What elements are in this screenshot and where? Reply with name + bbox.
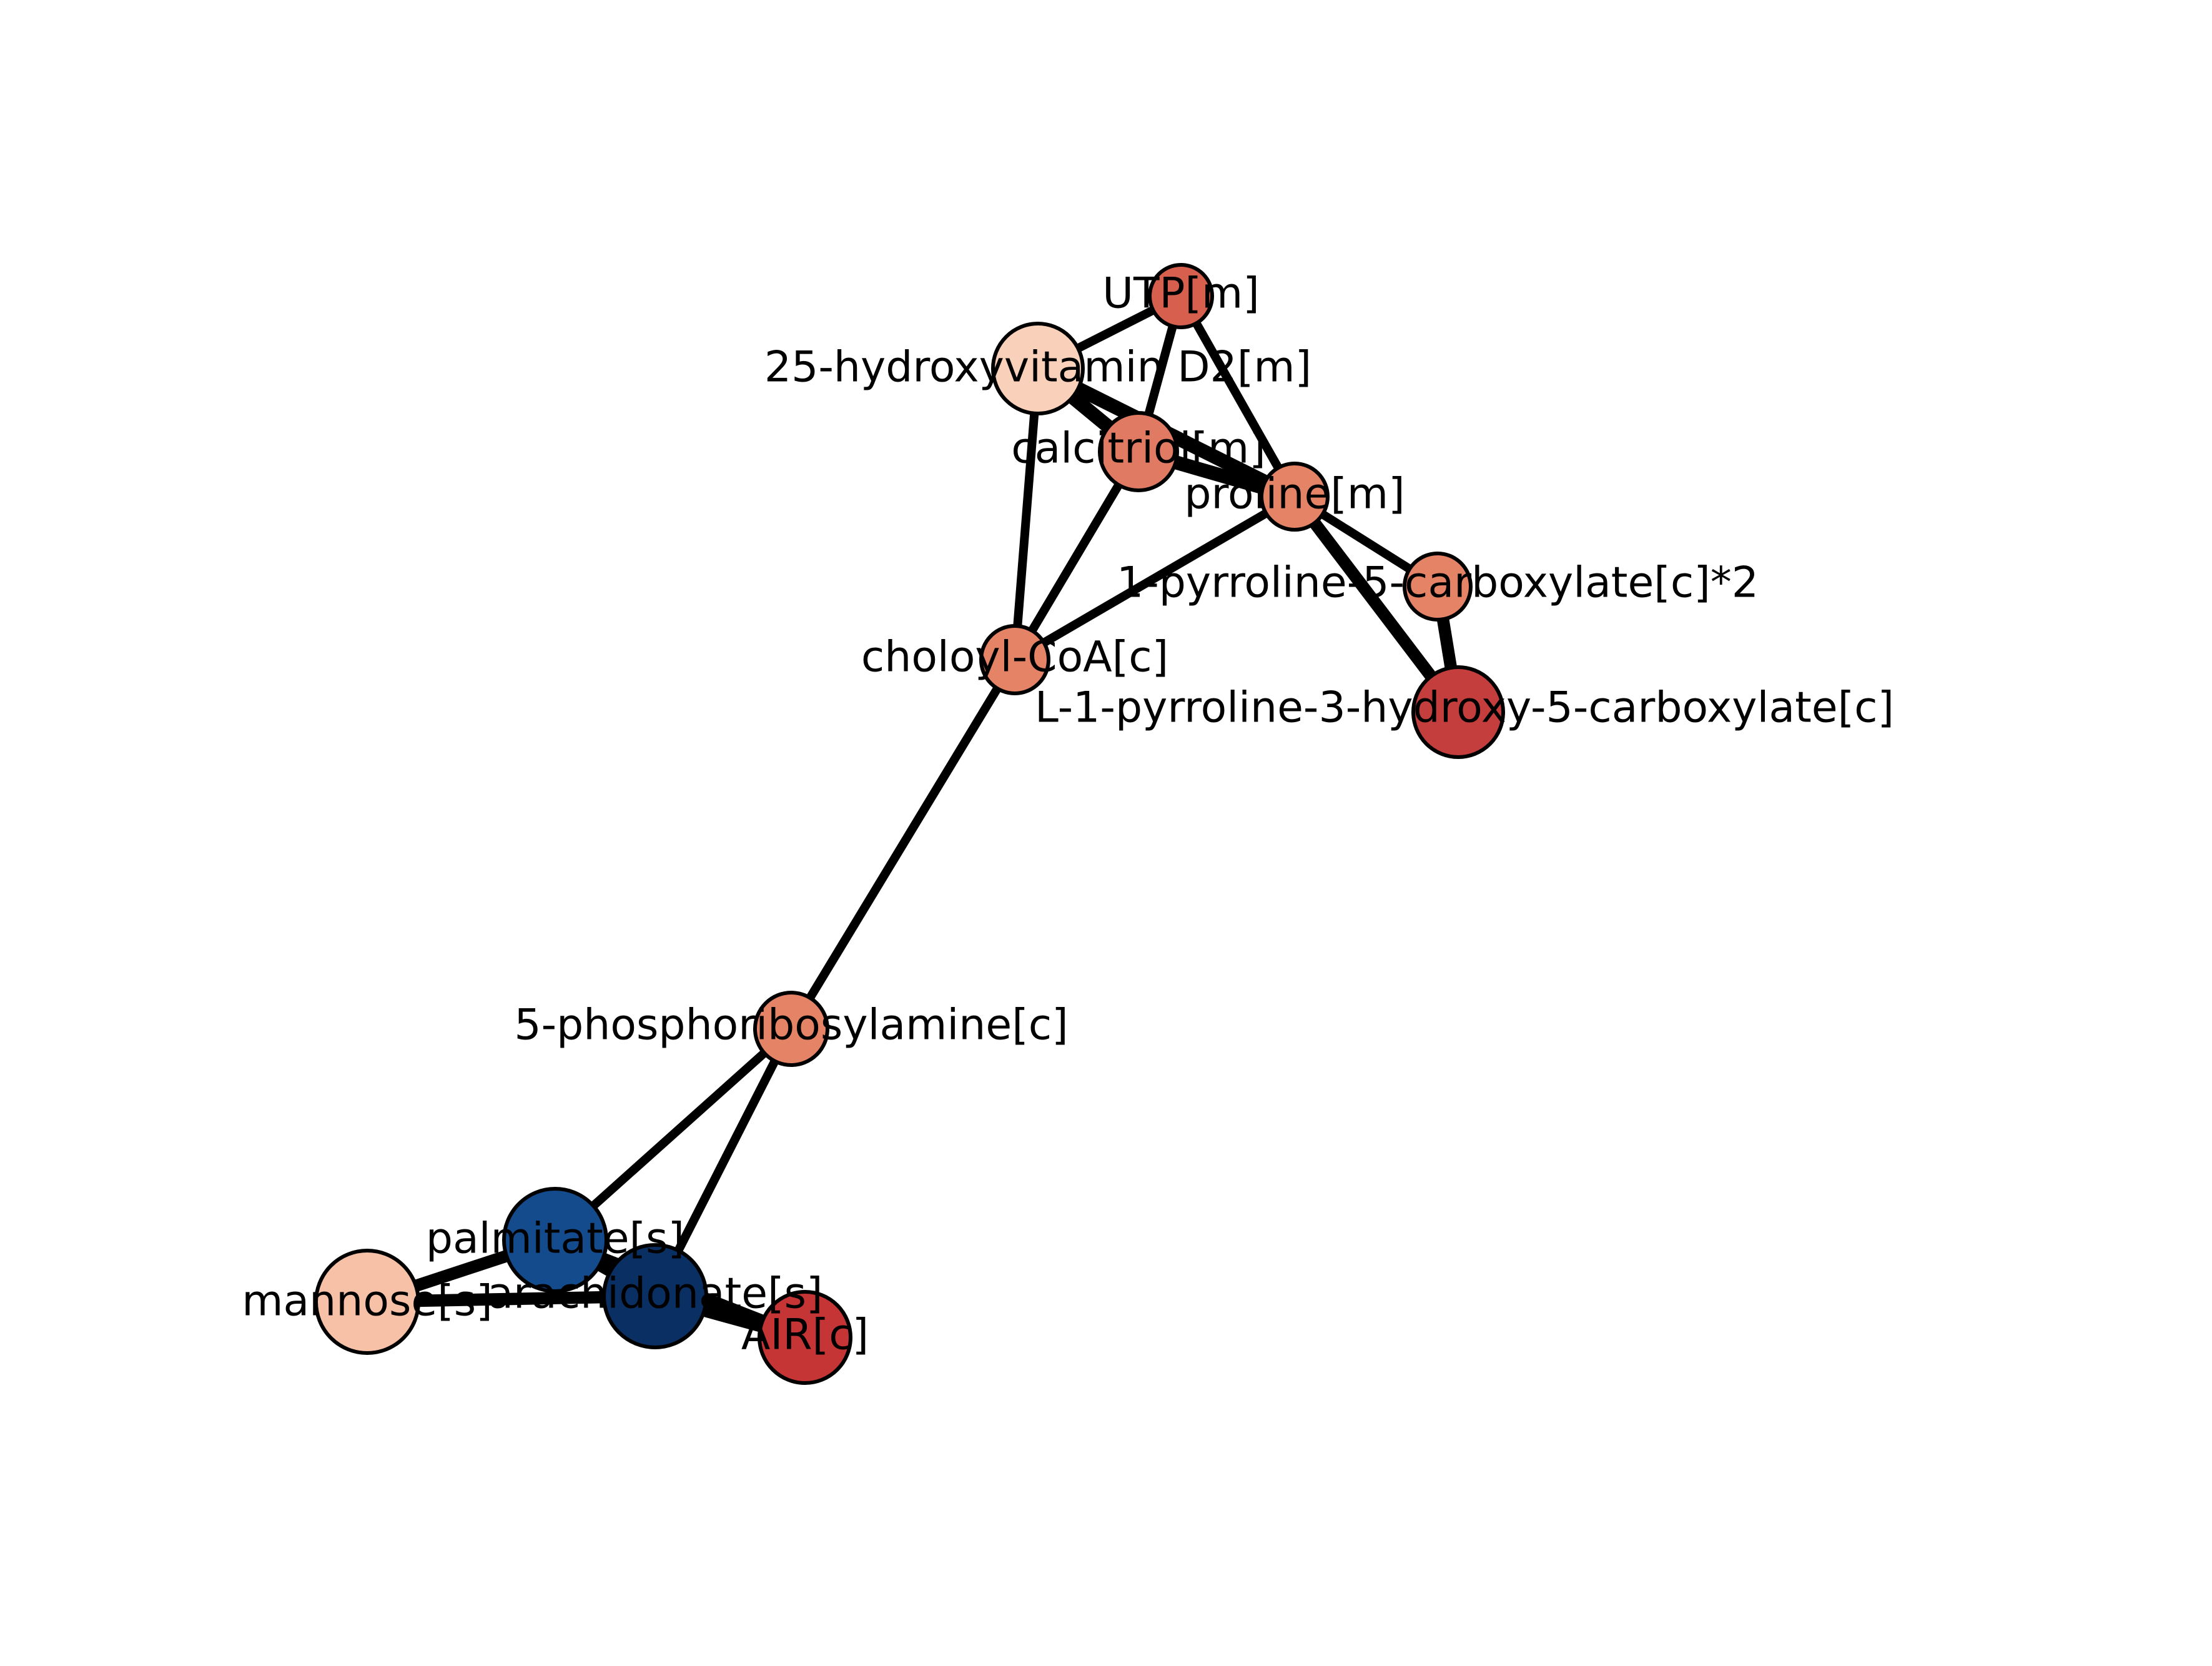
node-proline [1260,462,1330,532]
node-cholcoa [979,624,1050,695]
edge-utp-proline [1177,294,1299,499]
node-label-mannose: mannose[s] [242,1277,492,1326]
node-layer [314,263,1505,1385]
node-label-calcitriol: calcitriol[m] [1011,424,1266,474]
node-pra [753,991,829,1067]
node-label-utp: UTP[m] [1102,269,1260,319]
node-calcitriol [1098,411,1179,492]
node-label-pra: 5-phosphoribosylamine[c] [514,1001,1068,1050]
node-label-hp5c: L-1-pyrroline-3-hydroxy-5-carboxylate[c] [1035,683,1894,733]
edge-cholcoa-pra [788,657,1019,1031]
node-palmitate [502,1187,608,1293]
node-label-palmitate: palmitate[s] [426,1214,684,1264]
node-label-proline: proline[m] [1184,470,1405,519]
node-label-vitd2: 25-hydroxyvitamin D2[m] [764,343,1311,392]
node-utp [1148,263,1214,329]
node-arach [602,1243,708,1349]
node-air [758,1290,852,1385]
edge-vitd2-cholcoa [1010,368,1042,660]
node-p5c [1403,552,1473,622]
edge-proline-cholcoa [1012,492,1297,664]
node-hp5c [1411,665,1505,759]
label-layer: UTP[m] 25-hydroxyvitamin D2[m] calcitriol[… [242,269,1894,1360]
node-label-air: AIR[c] [741,1311,869,1360]
node-label-cholcoa: choloyl-CoA[c] [861,633,1168,682]
edge-layer [365,292,1464,1344]
node-vitd2 [991,322,1085,415]
node-label-p5c: 1-pyrroline-5-carboxylate[c]*2 [1117,558,1759,608]
node-mannose [314,1249,420,1355]
node-label-arach: arachidonate[s] [487,1269,822,1319]
